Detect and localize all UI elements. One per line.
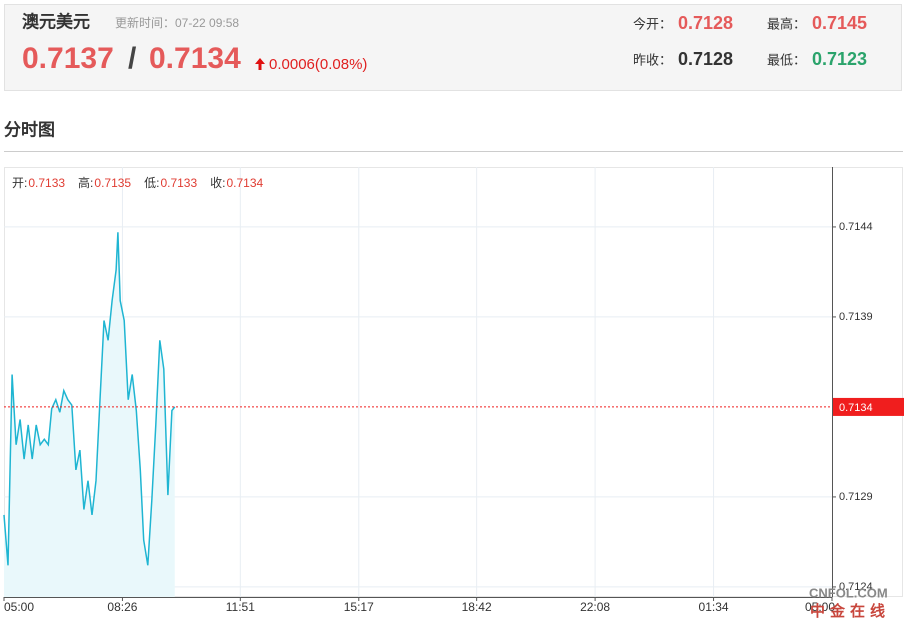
- info-label: 开:: [12, 176, 27, 190]
- stat-value: 0.7128: [678, 49, 733, 69]
- stat-label: 最高：: [767, 16, 806, 31]
- watermark-brand: CNFOL.COM: [809, 585, 888, 600]
- stat-value: 0.7123: [812, 49, 867, 69]
- last-price-label: 0.7134: [839, 402, 873, 414]
- x-tick-label: 05:00: [805, 600, 835, 614]
- price-line: [3, 232, 176, 566]
- stat-value: 0.7145: [812, 13, 867, 33]
- price-area: [4, 232, 175, 598]
- info-value: 0.7133: [28, 176, 65, 190]
- title: 澳元美元: [22, 11, 90, 31]
- stat-label: 最低：: [767, 52, 806, 67]
- info-label: 收:: [210, 176, 225, 190]
- watermark-name: 中金在线: [810, 602, 890, 620]
- update-time: 更新时间：07-22 09:58: [115, 15, 239, 30]
- info-value: 0.7134: [226, 176, 263, 190]
- x-tick-label: 08:26: [107, 600, 137, 614]
- stat-label: 昨收：: [633, 52, 672, 67]
- x-tick-label: 22:08: [580, 600, 610, 614]
- price: 0.7137: [22, 42, 114, 75]
- last-price-box: [833, 397, 904, 416]
- x-tick-label: 05:00: [4, 600, 34, 614]
- y-tick-label: 0.7139: [839, 311, 873, 323]
- x-tick-label: 18:42: [462, 600, 492, 614]
- header-box: [4, 4, 902, 91]
- chart-frame: [4, 167, 903, 597]
- x-tick-label: 01:34: [699, 600, 729, 614]
- separator: /: [128, 42, 137, 75]
- change: 0.0006(0.08%): [269, 56, 367, 73]
- price2: 0.7134: [149, 42, 241, 75]
- x-tick-label: 15:17: [344, 600, 374, 614]
- x-tick-label: 11:51: [226, 600, 255, 614]
- stat-label: 今开：: [633, 16, 672, 31]
- info-value: 0.7133: [160, 176, 197, 190]
- chart: 0.7124 0.7129 0.7139 0.7144 05:00 08:26 11:51 1…: [3, 167, 904, 614]
- section-title: 分时图: [4, 120, 55, 139]
- y-tick-label: 0.7144: [839, 221, 873, 233]
- y-tick-label: 0.7129: [839, 491, 873, 503]
- info-value: 0.7135: [94, 176, 131, 190]
- info-label: 高:: [78, 175, 93, 190]
- y-tick-label: 0.7124: [839, 581, 873, 593]
- up-arrow: [255, 58, 265, 70]
- stat-value: 0.7128: [678, 13, 733, 33]
- info-label: 低:: [144, 176, 159, 190]
